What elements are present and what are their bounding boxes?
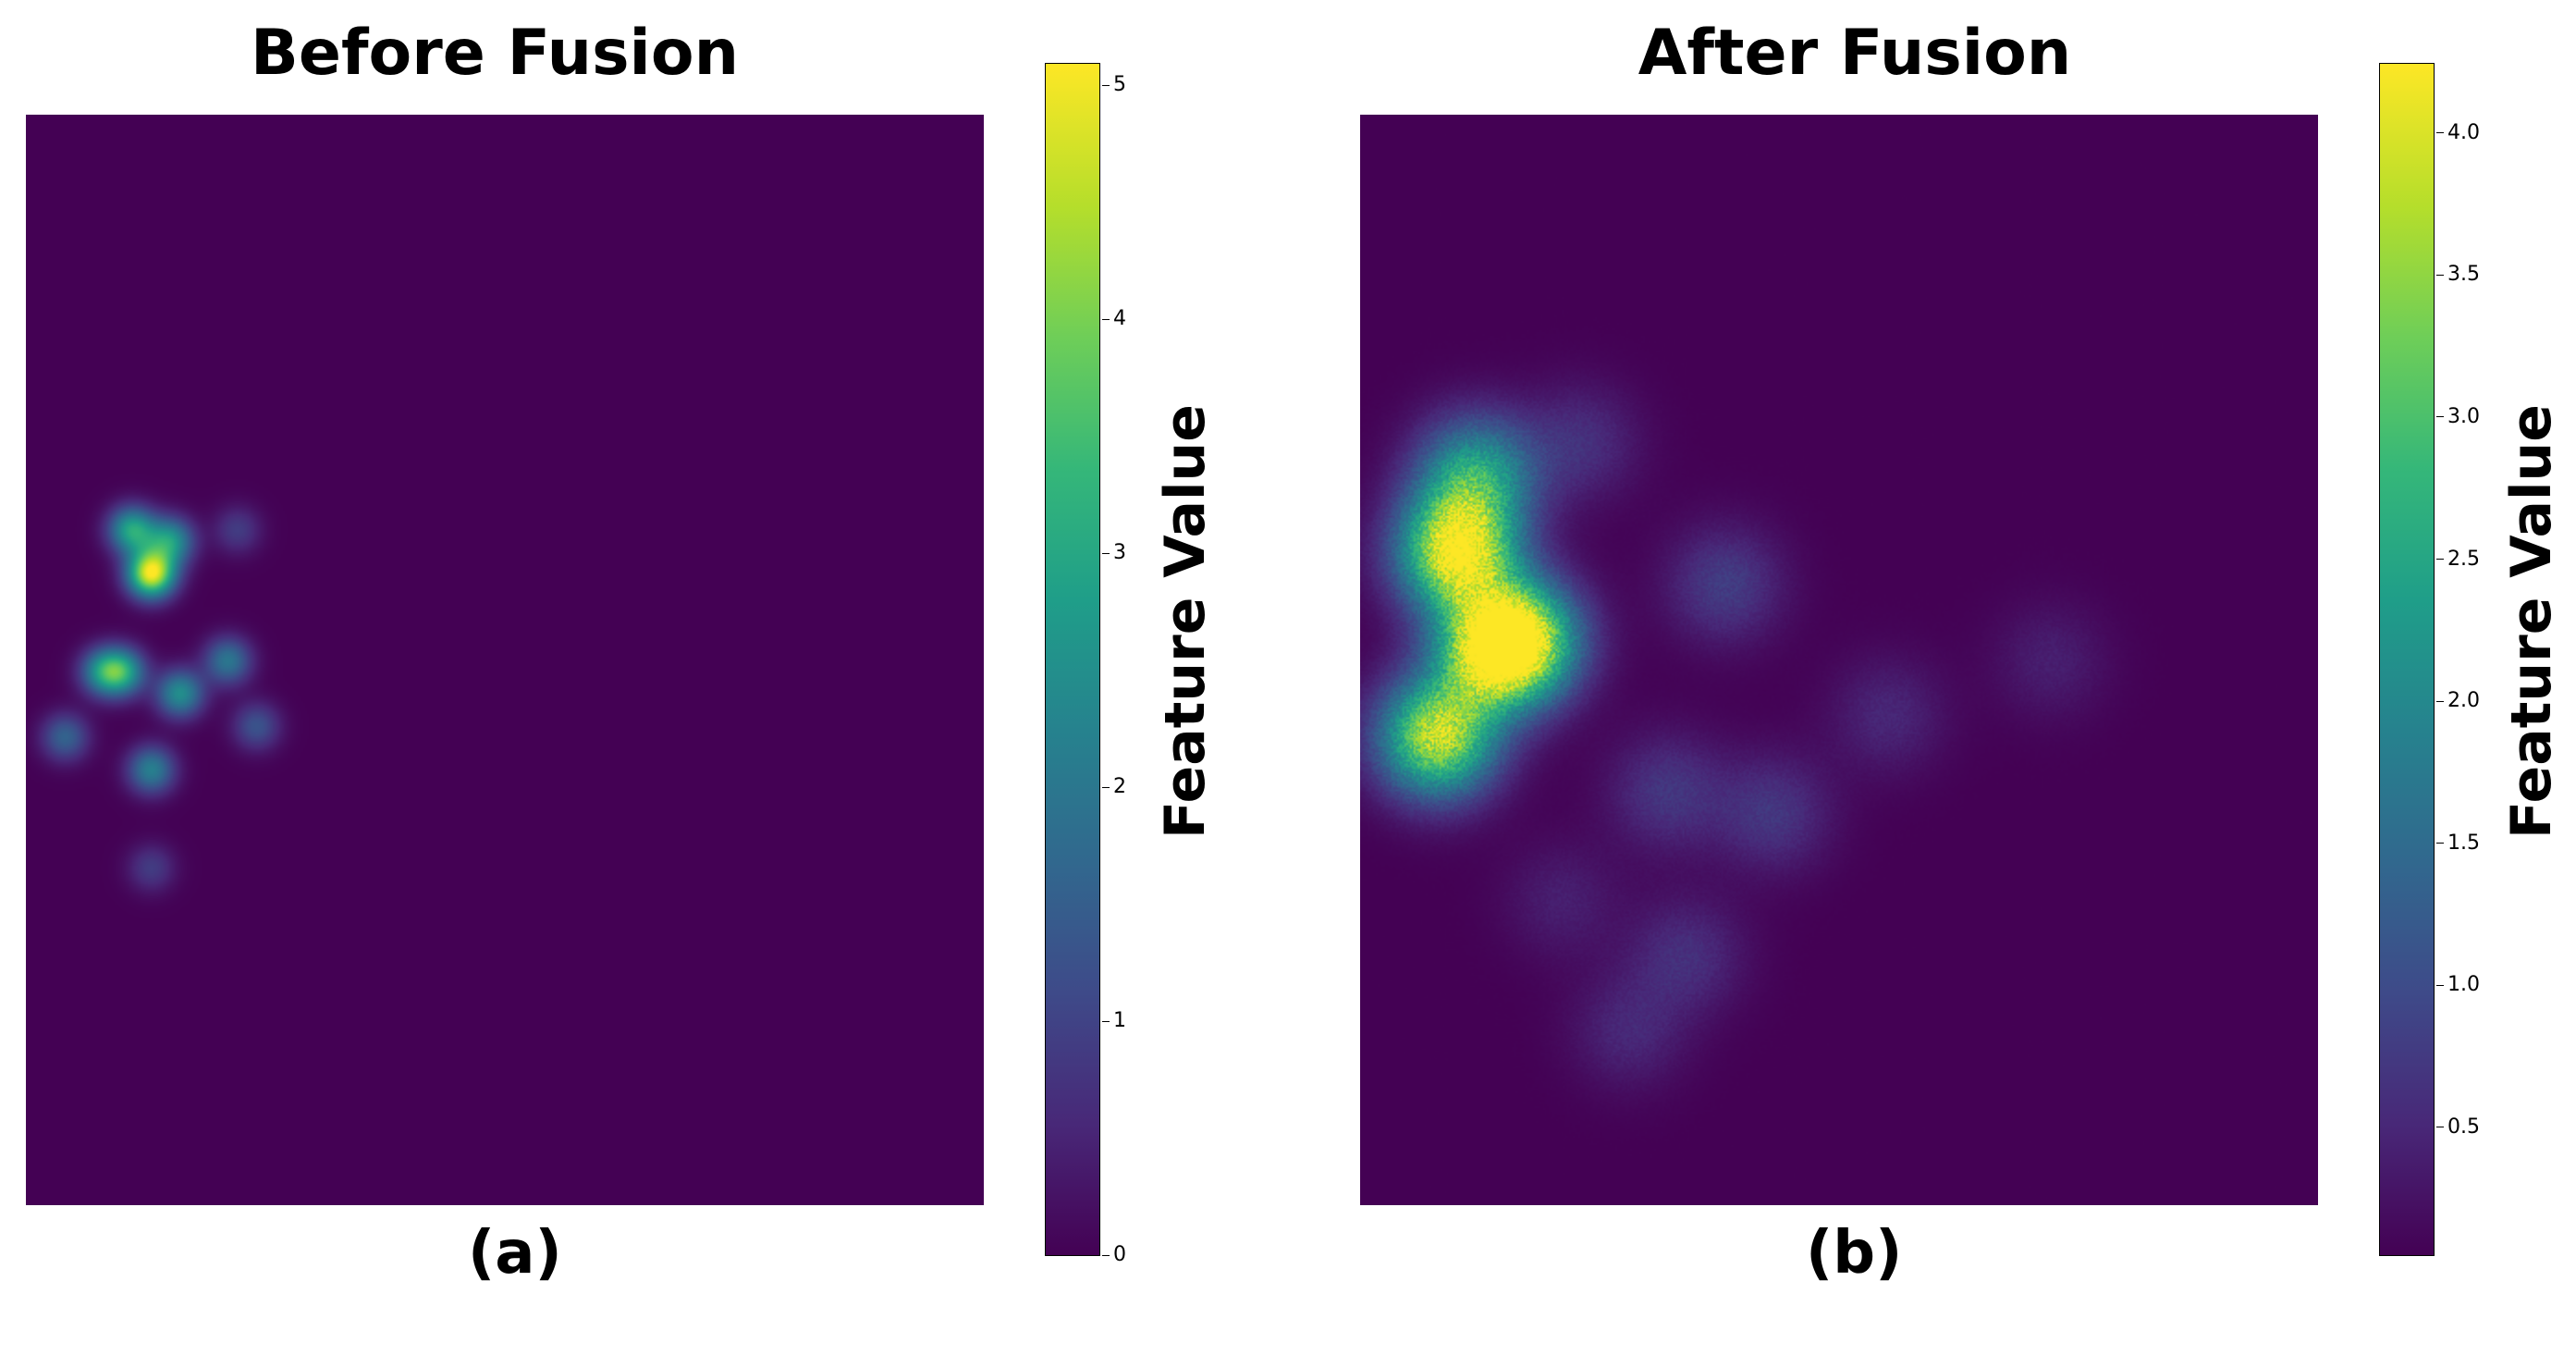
colorbar-tick-label: 0.5 [2436, 1115, 2480, 1139]
colorbar-tick-label: 5 [1102, 73, 1126, 97]
colorbar-tick-label: 1 [1102, 1009, 1126, 1033]
panel-before-fusion: Before Fusion 0 1 2 3 4 5 Feature Value (a) [26, 17, 1218, 1287]
chart-title: Before Fusion [251, 17, 739, 90]
colorbar-tick-label: 3.5 [2436, 263, 2480, 287]
heatmap [26, 115, 984, 1205]
chart-title: After Fusion [1638, 17, 2072, 90]
colorbar-tick-label: 1.5 [2436, 831, 2480, 855]
heatmap [1360, 115, 2318, 1205]
colorbar-tick-label: 2.0 [2436, 689, 2480, 713]
colorbar-tick-label: 3.0 [2436, 404, 2480, 428]
colorbar-tick-label: 4.0 [2436, 120, 2480, 144]
colorbar [1045, 63, 1100, 1256]
heatmap-canvas [1360, 115, 2318, 1205]
colorbar [2379, 63, 2435, 1256]
colorbar-tick-label: 2.5 [2436, 547, 2480, 571]
heatmap-canvas [26, 115, 984, 1205]
panel-caption: (b) [1806, 1219, 1903, 1287]
colorbar-tick-label: 1.0 [2436, 973, 2480, 997]
colorbar-tick-label: 4 [1102, 307, 1126, 331]
colorbar-tick-label: 2 [1102, 775, 1126, 799]
panel-caption: (a) [468, 1219, 562, 1287]
colorbar-tick-label: 0 [1102, 1243, 1126, 1266]
colorbar-tick-label: 3 [1102, 541, 1126, 565]
panel-after-fusion: After Fusion 0.5 1.0 1.5 2.0 2.5 3.0 3.5 4.0 Fe… [1288, 0, 2576, 1355]
colorbar-label: Feature Value [2499, 404, 2564, 839]
colorbar-label: Feature Value [1153, 404, 1218, 839]
